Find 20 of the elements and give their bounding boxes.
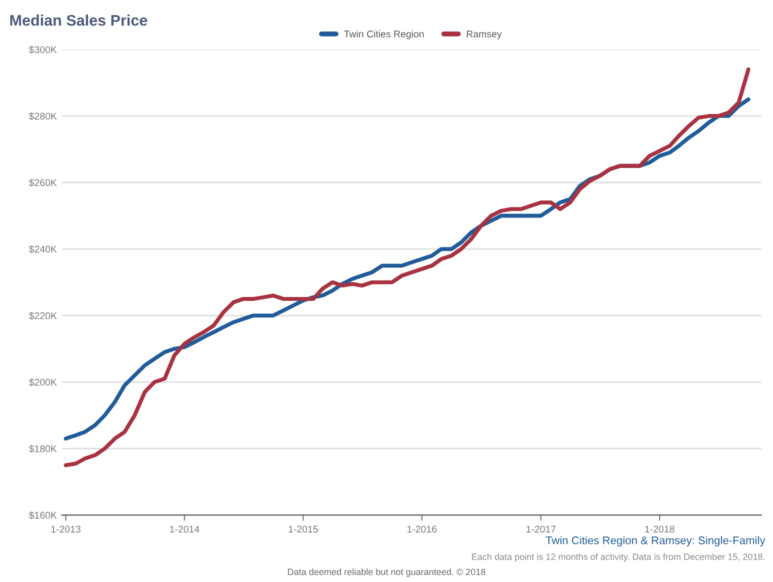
text: Each data point is 12 months of activity. Data is from December 15, 2018. xyxy=(472,553,764,562)
y-tick-label: $280K xyxy=(28,112,57,120)
x-tick-label: 1-2017 xyxy=(526,526,556,533)
chart-title: Median Sales Price xyxy=(10,14,148,26)
y-tick-label: $300K xyxy=(28,46,57,54)
y-tick-label: $260K xyxy=(28,178,57,187)
x-tick-label: 1-2014 xyxy=(170,526,200,533)
y-tick-label: $160K xyxy=(28,511,57,520)
x-tick-label: 1-2015 xyxy=(288,526,318,533)
legend-label: Ramsey xyxy=(466,30,502,40)
x-tick-label: 1-2018 xyxy=(645,526,674,533)
text: Twin Cities Region & Ramsey: Single-Family xyxy=(546,536,766,546)
text: Data deemed reliable but not guaranteed. © 2018 xyxy=(288,568,486,577)
y-tick-label: $240K xyxy=(28,245,57,254)
y-tick-label: $220K xyxy=(28,312,57,320)
x-tick-label: 1-2016 xyxy=(407,526,437,533)
y-tick-label: $200K xyxy=(28,378,57,386)
y-tick-label: $180K xyxy=(28,444,57,453)
x-tick-label: 1-2013 xyxy=(51,526,80,533)
legend-label: Twin Cities Region xyxy=(344,30,424,40)
